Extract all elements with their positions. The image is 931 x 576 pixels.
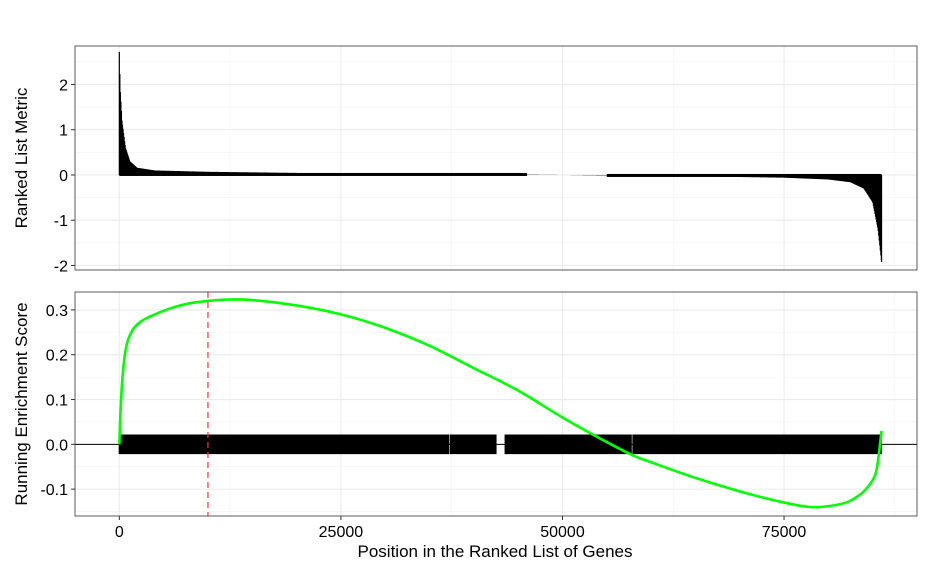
metric-bar-series	[118, 51, 883, 262]
enrichment-y-tick-label: 0.1	[46, 393, 68, 410]
x-tick-label: 75000	[762, 524, 807, 541]
x-tick-label: 25000	[319, 524, 364, 541]
enrichment-y-tick-label: 0.0	[46, 437, 68, 454]
enrichment-panel-border	[74, 291, 918, 517]
metric-y-tick-label: -2	[54, 258, 68, 275]
metric-y-tick-label: -1	[54, 213, 68, 230]
enrichment-x-ticks: 0 25000 50000 75000	[115, 516, 807, 541]
x-tick-label: 50000	[540, 524, 585, 541]
metric-near-zero-band	[606, 173, 882, 177]
metric-near-zero-band	[119, 172, 528, 176]
running-enrichment-score-line	[118, 298, 883, 509]
x-axis-title: Position in the Ranked List of Genes	[358, 542, 633, 561]
metric-y-axis-title: Ranked List Metric	[12, 87, 31, 228]
enrichment-panel: 0.3 0.2 0.1 0.0 -0.1 0 25000 50000 75000 Runnin…	[12, 291, 918, 561]
x-tick-label: 0	[115, 524, 124, 541]
metric-panel: 2 1 0 -1 -2 Ranked List Metric	[12, 45, 918, 275]
enrichment-grid	[75, 292, 917, 516]
metric-y-tick-label: 1	[59, 123, 68, 140]
metric-grid	[75, 46, 917, 270]
enrichment-y-tick-label: 0.3	[46, 303, 68, 320]
enrichment-y-axis-title: Running Enrichment Score	[12, 302, 31, 505]
metric-panel-border	[74, 45, 918, 271]
metric-y-tick-label: 0	[59, 168, 68, 185]
enrichment-y-tick-label: 0.2	[46, 348, 68, 365]
enrichment-y-tick-label: -0.1	[40, 482, 68, 499]
metric-bars	[118, 51, 883, 262]
metric-y-ticks: 2 1 0 -1 -2	[54, 77, 75, 275]
metric-y-tick-label: 2	[59, 77, 68, 94]
enrichment-y-ticks: 0.3 0.2 0.1 0.0 -0.1	[40, 303, 75, 499]
